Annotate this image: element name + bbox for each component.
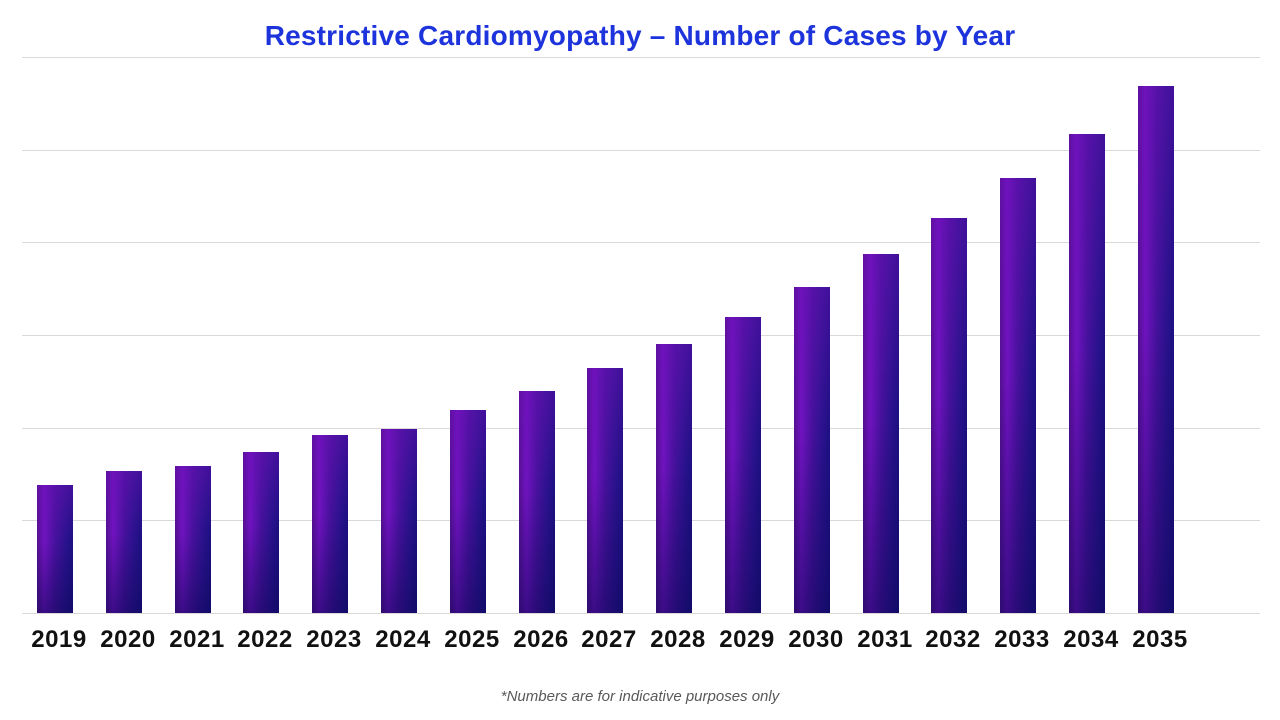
x-axis-label-2028: 2028 bbox=[650, 626, 706, 653]
gridline bbox=[22, 242, 1260, 243]
bar-2022 bbox=[243, 452, 279, 613]
bar-2027 bbox=[587, 368, 623, 613]
x-axis-label-2022: 2022 bbox=[237, 626, 293, 653]
bar-2023 bbox=[312, 435, 348, 613]
bar-2024 bbox=[381, 429, 417, 613]
bar-2026 bbox=[519, 391, 555, 613]
x-axis-label-2026: 2026 bbox=[513, 626, 569, 653]
gridline bbox=[22, 335, 1260, 336]
x-axis-label-2033: 2033 bbox=[994, 626, 1050, 653]
bar-2032 bbox=[931, 218, 967, 613]
bar-2030 bbox=[794, 287, 830, 613]
x-axis-label-2025: 2025 bbox=[444, 626, 500, 653]
x-axis-label-2024: 2024 bbox=[375, 626, 431, 653]
bar-2025 bbox=[450, 410, 486, 613]
gridline bbox=[22, 150, 1260, 151]
x-axis-label-2032: 2032 bbox=[925, 626, 981, 653]
x-axis-label-2023: 2023 bbox=[306, 626, 362, 653]
gridline bbox=[22, 57, 1260, 58]
gridline bbox=[22, 520, 1260, 521]
x-axis-label-2031: 2031 bbox=[857, 626, 913, 653]
chart-title: Restrictive Cardiomyopathy – Number of C… bbox=[264, 20, 1016, 51]
x-axis-label-2020: 2020 bbox=[100, 626, 156, 653]
bar-2029 bbox=[725, 317, 761, 613]
bar-2034 bbox=[1069, 134, 1105, 613]
bar-2028 bbox=[656, 344, 692, 613]
bar-2035 bbox=[1138, 86, 1174, 613]
x-axis-labels: 2019 2020 2021 2022 2023 2024 2025 2026 2027 2028… bbox=[22, 626, 1260, 662]
plot-area bbox=[22, 57, 1260, 614]
bar-2020 bbox=[106, 471, 142, 613]
baseline bbox=[22, 613, 1260, 614]
x-axis-label-2034: 2034 bbox=[1063, 626, 1119, 653]
x-axis-label-2021: 2021 bbox=[169, 626, 225, 653]
x-axis-label-2029: 2029 bbox=[719, 626, 775, 653]
bar-2033 bbox=[1000, 178, 1036, 613]
bar-2031 bbox=[863, 254, 899, 613]
gridline bbox=[22, 428, 1260, 429]
x-axis-label-2019: 2019 bbox=[31, 626, 87, 653]
bar-2019 bbox=[37, 485, 73, 613]
x-axis-label-2030: 2030 bbox=[788, 626, 844, 653]
x-axis-label-2027: 2027 bbox=[581, 626, 637, 653]
footnote: *Numbers are for indicative purposes onl… bbox=[500, 688, 780, 705]
bar-2021 bbox=[175, 466, 211, 613]
x-axis-label-2035: 2035 bbox=[1132, 626, 1188, 653]
